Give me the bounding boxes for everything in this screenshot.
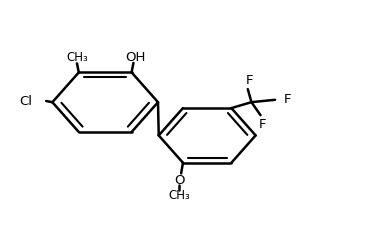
- Text: CH₃: CH₃: [168, 189, 190, 203]
- Text: F: F: [246, 74, 253, 87]
- Text: F: F: [284, 93, 292, 106]
- Text: CH₃: CH₃: [66, 50, 88, 64]
- Text: F: F: [259, 118, 266, 131]
- Text: O: O: [174, 174, 185, 187]
- Text: OH: OH: [125, 50, 145, 64]
- Text: Cl: Cl: [19, 95, 32, 108]
